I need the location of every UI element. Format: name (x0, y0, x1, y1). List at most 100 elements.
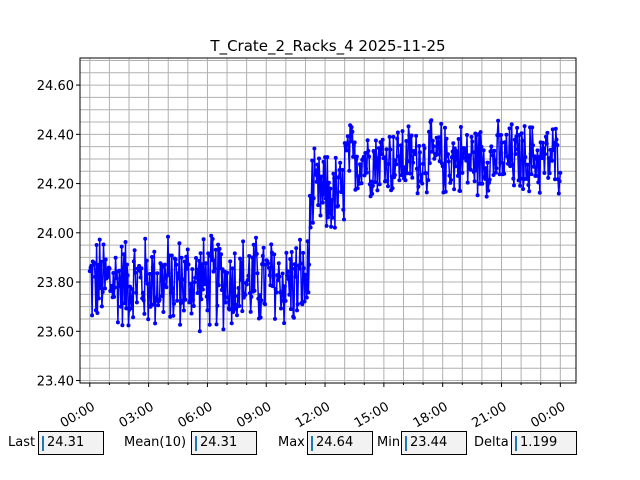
data-point (329, 198, 334, 202)
data-point (97, 237, 102, 242)
data-point (548, 147, 553, 152)
mean-value-field[interactable]: 24.31 (191, 431, 257, 455)
data-point (460, 170, 465, 175)
data-point (285, 269, 290, 274)
data-point (150, 255, 154, 259)
data-point (129, 306, 134, 310)
data-point (398, 158, 403, 163)
data-point (373, 180, 378, 185)
data-point (465, 180, 470, 185)
data-point (162, 262, 167, 267)
data-point (182, 259, 187, 264)
data-point (266, 265, 271, 270)
plot-frame (79, 57, 577, 384)
data-point (403, 178, 408, 183)
data-point (270, 284, 275, 289)
data-point (393, 158, 398, 163)
data-point (475, 193, 480, 198)
data-point (139, 266, 144, 271)
data-point (169, 290, 173, 295)
data-point (415, 191, 420, 196)
data-point (183, 297, 188, 302)
data-point (200, 262, 205, 267)
data-point (555, 143, 560, 148)
x-tick-label: 21:00 (470, 399, 510, 431)
x-tick-label: 09:00 (234, 399, 274, 431)
data-point (138, 275, 143, 280)
data-point (439, 121, 444, 126)
data-point (537, 154, 542, 159)
data-point (238, 277, 243, 282)
data-point (260, 262, 265, 267)
data-point (114, 276, 119, 281)
x-tick-label: 12:00 (293, 399, 333, 431)
data-point (429, 118, 434, 123)
data-point (293, 274, 298, 279)
data-point (440, 164, 445, 169)
delta-value: 1.199 (520, 435, 558, 450)
data-point (461, 155, 466, 160)
data-point (286, 277, 291, 282)
data-point (417, 150, 422, 155)
data-point (304, 284, 309, 289)
data-point (319, 174, 324, 179)
data-point (239, 260, 244, 265)
data-point (339, 190, 344, 195)
data-point (520, 138, 525, 143)
last-value-field[interactable]: 24.31 (38, 431, 104, 455)
data-point (542, 171, 547, 175)
data-point (146, 317, 151, 322)
data-point (178, 322, 183, 327)
max-value-field[interactable]: 24.64 (307, 431, 373, 455)
delta-value-field[interactable]: 1.199 (511, 431, 577, 455)
data-point (145, 281, 150, 286)
data-point (288, 307, 293, 312)
data-point (178, 301, 183, 305)
data-point (509, 158, 513, 162)
data-point (478, 130, 483, 135)
data-point (326, 215, 331, 220)
min-value-field[interactable]: 23.44 (401, 431, 467, 455)
data-point (349, 125, 354, 130)
data-point (125, 273, 130, 278)
data-point (537, 190, 542, 195)
data-point (502, 140, 507, 145)
data-point (540, 140, 545, 145)
data-point (402, 165, 407, 170)
data-point (176, 276, 181, 281)
data-point (122, 301, 127, 306)
data-point (321, 159, 326, 164)
data-point (185, 247, 190, 252)
data-point (254, 235, 258, 240)
data-point (550, 158, 554, 163)
data-point (246, 273, 251, 278)
data-point (230, 266, 235, 271)
data-point (369, 179, 374, 184)
data-point (487, 180, 491, 185)
data-point (259, 298, 264, 303)
data-point (250, 255, 255, 260)
data-point (388, 147, 393, 152)
data-point (330, 215, 335, 220)
data-point (370, 183, 375, 188)
data-point (391, 134, 396, 139)
data-point (322, 192, 327, 197)
data-point (328, 186, 333, 191)
data-point (474, 168, 479, 173)
x-tick-label: 18:00 (411, 399, 451, 431)
data-point (511, 176, 516, 181)
data-point (201, 237, 206, 242)
data-point (107, 266, 112, 271)
data-point (223, 300, 228, 305)
data-point (240, 309, 245, 314)
data-point (436, 135, 441, 140)
data-point (94, 243, 99, 247)
data-point (503, 150, 508, 155)
data-point (219, 252, 224, 257)
data-point (314, 168, 318, 173)
data-point (271, 275, 276, 280)
data-point (297, 266, 302, 271)
data-point (279, 298, 284, 303)
data-point (356, 174, 361, 179)
